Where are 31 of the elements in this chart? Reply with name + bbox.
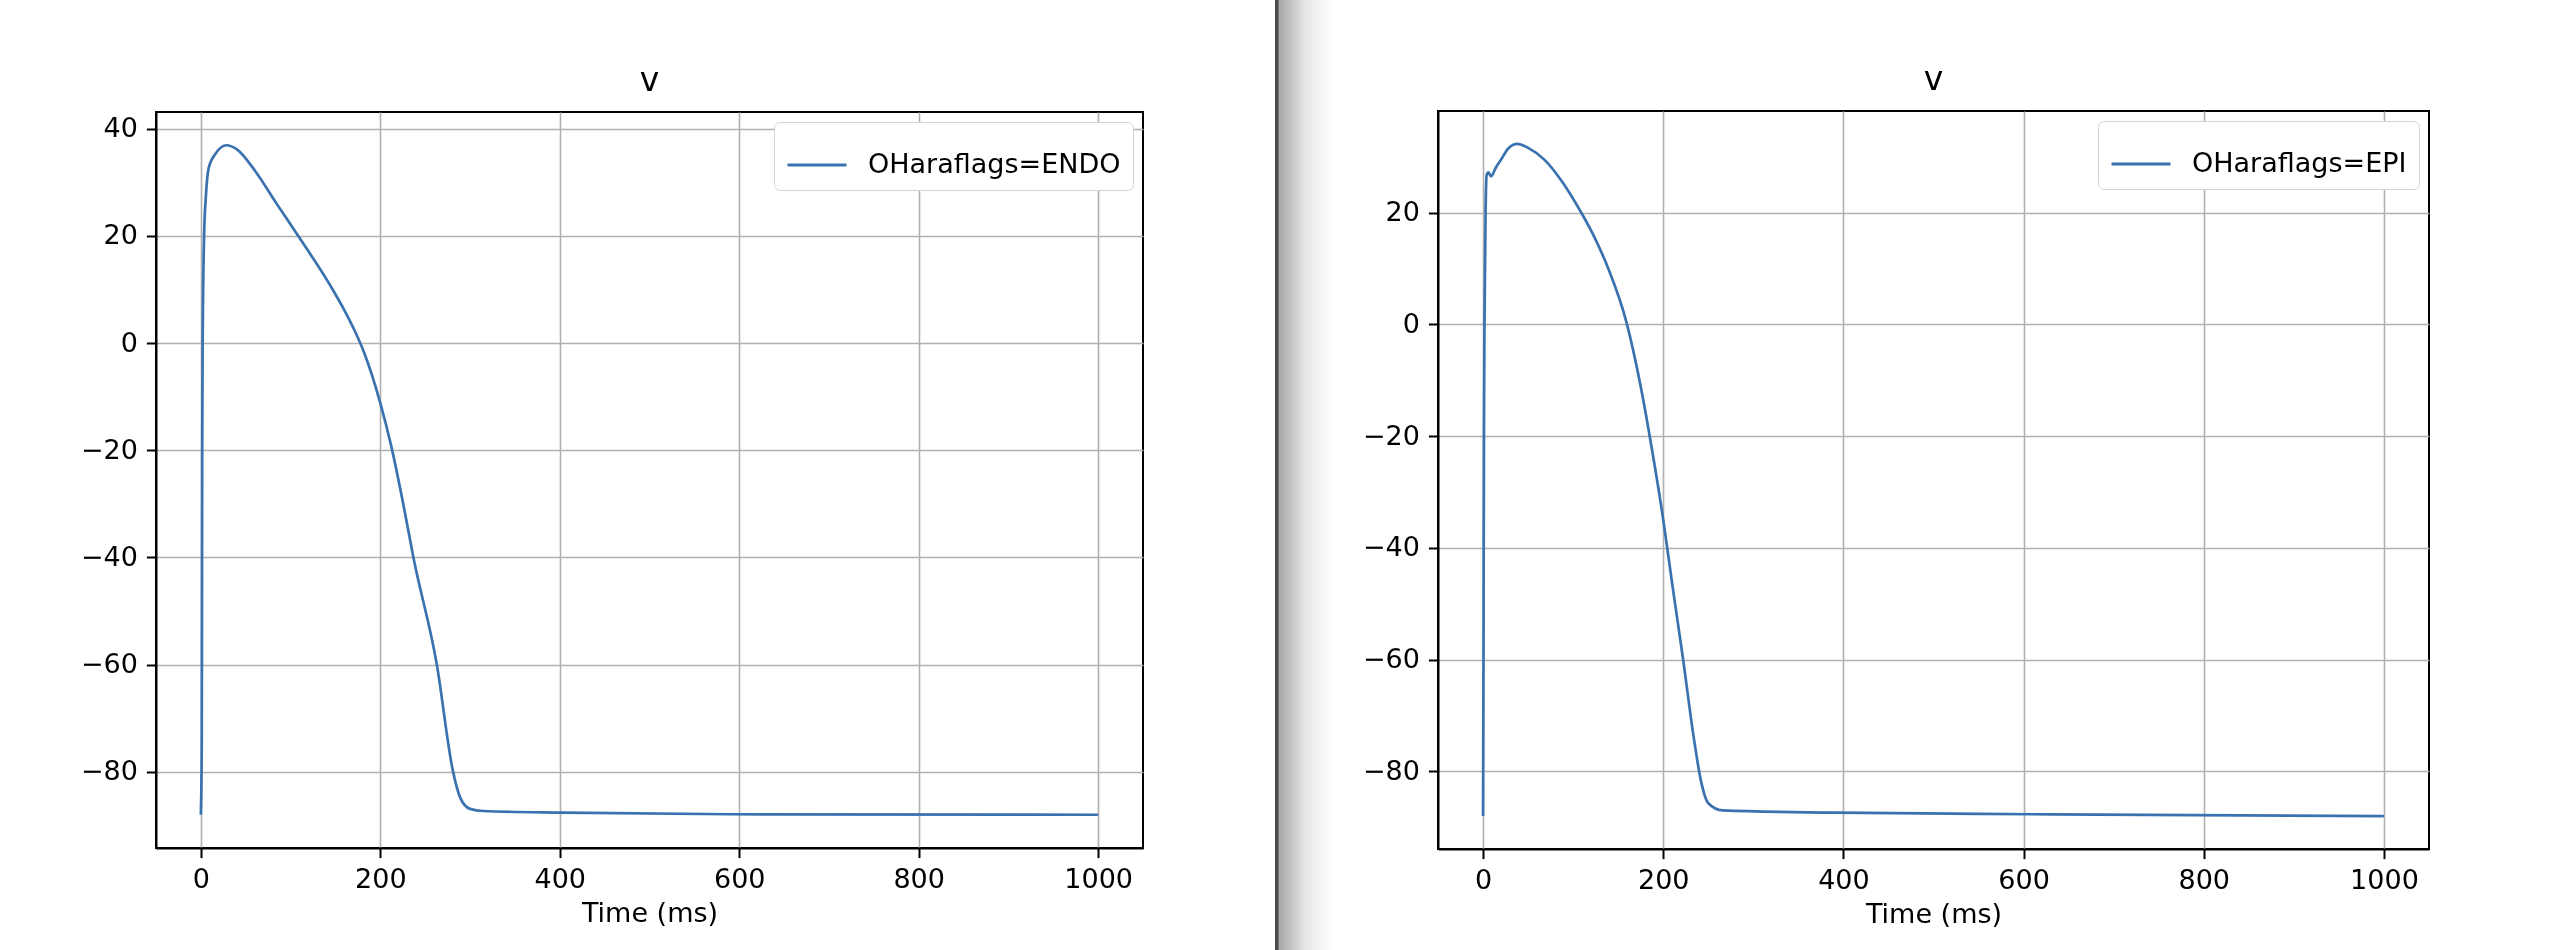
- legend-label: OHaraflags=ENDO: [868, 148, 1121, 179]
- x-tick-label: 200: [1637, 864, 1690, 896]
- y-tick-label: −80: [1362, 754, 1420, 786]
- y-tick-label: −80: [80, 755, 138, 787]
- y-tick-label: 0: [120, 326, 138, 358]
- x-axis-title: Time (ms): [1864, 898, 2003, 930]
- y-tick-label: −20: [80, 433, 138, 465]
- x-tick-label: 0: [192, 863, 210, 895]
- y-tick-label: 0: [1402, 307, 1420, 339]
- y-tick-label: −60: [80, 648, 138, 680]
- x-tick-label: 600: [1998, 864, 2050, 896]
- y-tick-label: −60: [1362, 643, 1420, 675]
- x-tick-label: 0: [1474, 864, 1493, 896]
- x-tick-label: 1000: [2350, 864, 2419, 896]
- y-tick-label: −20: [1362, 419, 1420, 451]
- x-tick-label: 400: [1818, 864, 1870, 896]
- y-tick-label: 20: [1385, 196, 1420, 228]
- chart-title: v: [1923, 59, 1944, 98]
- x-tick-label: 600: [713, 863, 766, 895]
- y-tick-label: −40: [80, 540, 138, 572]
- y-tick-label: 20: [103, 219, 138, 251]
- y-tick-label: 40: [103, 112, 138, 144]
- x-axis-title: Time (ms): [580, 897, 719, 929]
- x-tick-label: 800: [893, 863, 945, 895]
- legend-label: OHaraflags=EPI: [2192, 147, 2407, 178]
- x-tick-label: 200: [355, 863, 407, 895]
- x-tick-label: 1000: [1064, 863, 1133, 895]
- y-tick-label: −40: [1362, 531, 1420, 563]
- chart-title: v: [639, 60, 660, 99]
- x-tick-label: 800: [2178, 864, 2231, 896]
- x-tick-label: 400: [534, 863, 587, 895]
